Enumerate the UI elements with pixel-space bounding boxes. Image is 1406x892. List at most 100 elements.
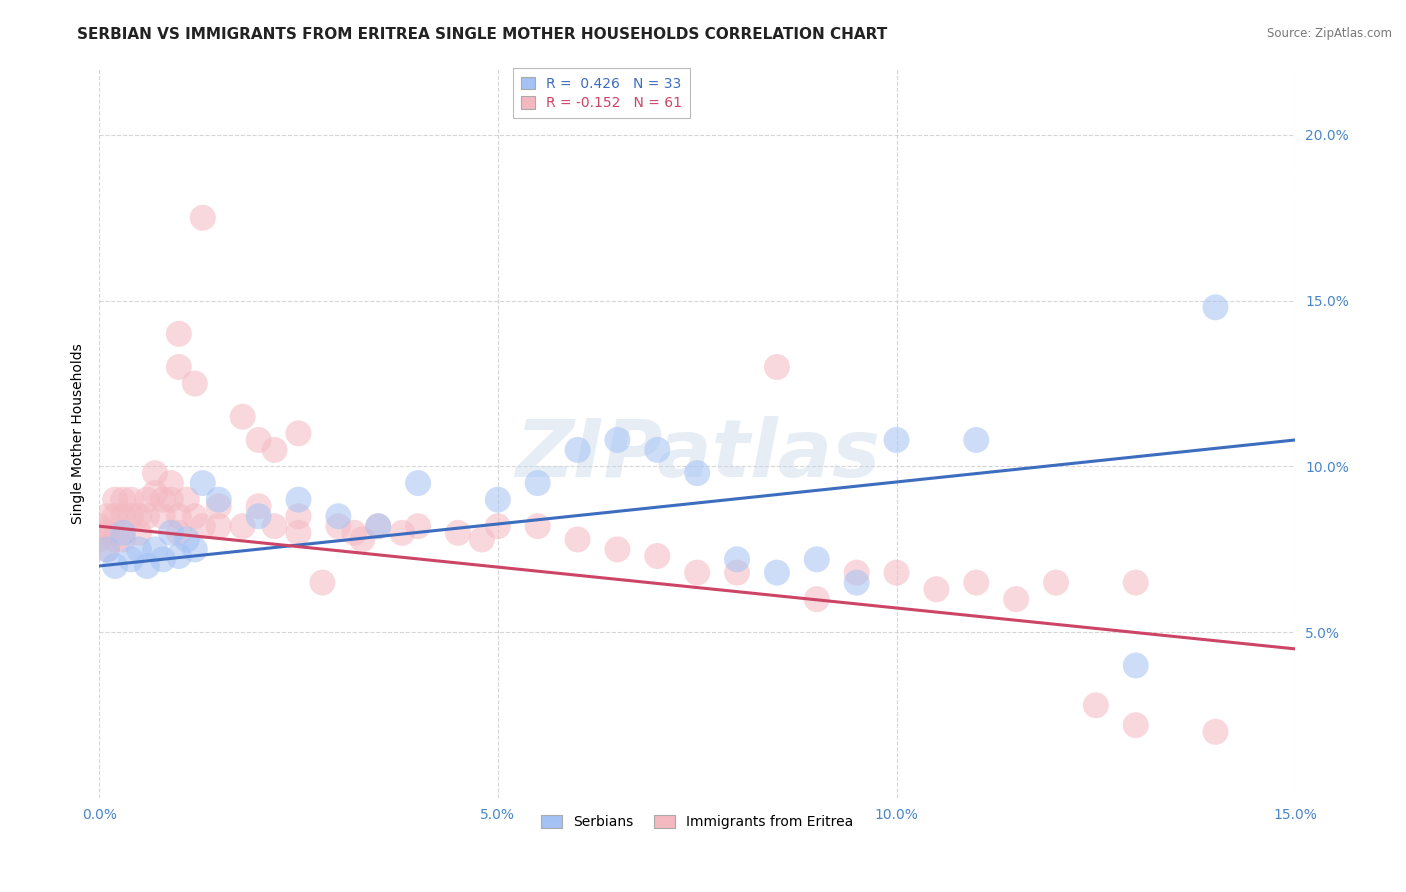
Point (352, 533, 374, 547)
Point (367, 519, 389, 533)
Point (886, 566, 908, 580)
Point (287, 426, 309, 441)
Text: SERBIAN VS IMMIGRANTS FROM ERITREA SINGLE MOTHER HOUSEHOLDS CORRELATION CHART: SERBIAN VS IMMIGRANTS FROM ERITREA SINGL… (77, 27, 887, 42)
Point (287, 509, 309, 524)
Point (112, 533, 135, 547)
Y-axis label: Single Mother Households: Single Mother Households (72, 343, 86, 524)
Point (191, 211, 214, 225)
Point (208, 500, 231, 514)
Point (686, 466, 709, 480)
Point (184, 509, 207, 524)
Point (128, 542, 150, 557)
Point (686, 566, 709, 580)
Point (1045, 575, 1067, 590)
Point (1204, 301, 1226, 315)
Point (184, 376, 207, 391)
Point (120, 492, 142, 507)
Point (167, 549, 190, 563)
Point (725, 566, 748, 580)
Point (406, 519, 429, 533)
Point (567, 533, 589, 547)
Point (766, 566, 789, 580)
Point (725, 552, 748, 566)
Point (167, 359, 190, 374)
Point (143, 542, 166, 557)
Legend: Serbians, Immigrants from Eritrea: Serbians, Immigrants from Eritrea (536, 810, 859, 835)
Point (104, 509, 127, 524)
Text: Source: ZipAtlas.com: Source: ZipAtlas.com (1267, 27, 1392, 40)
Point (184, 542, 207, 557)
Point (526, 519, 548, 533)
Point (806, 592, 828, 607)
Point (104, 533, 127, 547)
Point (120, 509, 142, 524)
Point (1084, 698, 1107, 713)
Point (96, 542, 118, 557)
Point (152, 552, 174, 566)
Point (143, 466, 166, 480)
Point (471, 533, 494, 547)
Point (167, 326, 190, 341)
Point (965, 433, 987, 447)
Point (152, 509, 174, 524)
Point (136, 492, 159, 507)
Point (925, 582, 948, 597)
Point (486, 492, 509, 507)
Point (567, 442, 589, 457)
Point (647, 442, 669, 457)
Point (112, 492, 135, 507)
Point (104, 559, 127, 574)
Point (1125, 575, 1147, 590)
Point (120, 552, 142, 566)
Point (247, 500, 270, 514)
Point (167, 525, 190, 540)
Point (965, 575, 987, 590)
Point (89, 533, 111, 547)
Point (606, 542, 628, 557)
Point (104, 492, 127, 507)
Point (89, 519, 111, 533)
Point (160, 492, 183, 507)
Point (647, 549, 669, 563)
Point (191, 476, 214, 491)
Point (447, 525, 470, 540)
Point (526, 476, 548, 491)
Point (486, 519, 509, 533)
Point (112, 525, 135, 540)
Point (263, 442, 285, 457)
Point (311, 575, 333, 590)
Text: ZIPatlas: ZIPatlas (515, 417, 880, 494)
Point (845, 566, 868, 580)
Point (96, 542, 118, 557)
Point (367, 519, 389, 533)
Point (886, 433, 908, 447)
Point (328, 509, 350, 524)
Point (263, 519, 285, 533)
Point (1125, 658, 1147, 673)
Point (136, 559, 159, 574)
Point (1125, 718, 1147, 732)
Point (191, 519, 214, 533)
Point (247, 509, 270, 524)
Point (232, 409, 254, 424)
Point (208, 492, 231, 507)
Point (606, 433, 628, 447)
Point (160, 525, 183, 540)
Point (143, 486, 166, 500)
Point (806, 552, 828, 566)
Point (328, 519, 350, 533)
Point (343, 525, 366, 540)
Point (1005, 592, 1028, 607)
Point (766, 359, 789, 374)
Point (136, 509, 159, 524)
Point (112, 509, 135, 524)
Point (128, 525, 150, 540)
Point (128, 509, 150, 524)
Point (845, 575, 868, 590)
Point (176, 533, 198, 547)
Point (232, 519, 254, 533)
Point (406, 476, 429, 491)
Point (160, 476, 183, 491)
Point (167, 509, 190, 524)
Point (152, 492, 174, 507)
